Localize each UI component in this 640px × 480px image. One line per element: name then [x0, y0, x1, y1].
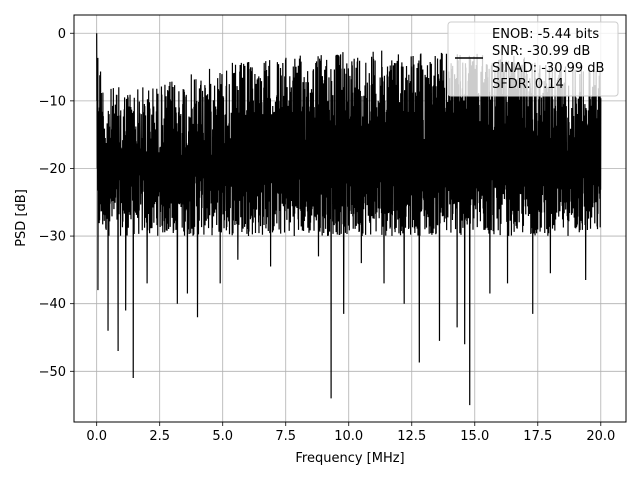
x-tick-label: 0.0 — [86, 429, 107, 444]
x-tick-label: 5.0 — [212, 429, 233, 444]
x-axis-label: Frequency [MHz] — [295, 451, 404, 466]
x-tick-label: 20.0 — [586, 429, 615, 444]
legend-entry: SNR: -30.99 dB — [492, 44, 590, 59]
y-tick-label: −40 — [39, 297, 66, 312]
y-ticks: 0 −10 −20 −30 −40 −50 — [39, 27, 74, 380]
y-axis-label: PSD [dB] — [14, 189, 29, 247]
legend-entry: SFDR: 0.14 — [492, 77, 564, 92]
psd-line — [96, 33, 602, 406]
y-tick-label: −50 — [39, 365, 66, 380]
y-tick-label: 0 — [58, 27, 66, 42]
legend: ENOB: -5.44 bits SNR: -30.99 dB SINAD: -… — [447, 21, 619, 97]
x-tick-label: 15.0 — [460, 429, 489, 444]
x-tick-label: 10.0 — [334, 429, 363, 444]
psd-series — [96, 33, 602, 406]
y-tick-label: −30 — [39, 230, 66, 245]
legend-entry: SINAD: -30.99 dB — [492, 61, 604, 76]
legend-box — [447, 21, 619, 97]
x-tick-label: 7.5 — [275, 429, 296, 444]
legend-entry: ENOB: -5.44 bits — [492, 27, 599, 42]
y-tick-label: −10 — [39, 94, 66, 109]
x-ticks: 0.0 2.5 5.0 7.5 10.0 12.5 15.0 17.5 20.0 — [86, 422, 615, 444]
plot-frame — [73, 14, 627, 423]
x-tick-label: 12.5 — [397, 429, 426, 444]
y-tick-label: −20 — [39, 162, 66, 177]
x-tick-label: 17.5 — [523, 429, 552, 444]
x-tick-label: 2.5 — [149, 429, 170, 444]
